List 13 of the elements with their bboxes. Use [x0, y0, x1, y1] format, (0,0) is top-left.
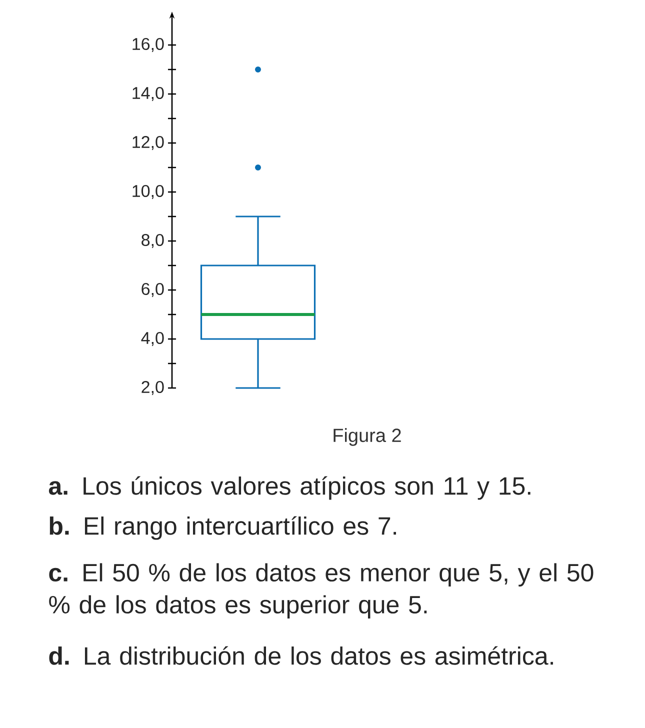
text: Figura 2 — [334, 428, 401, 446]
text: a. Los únicos valores atípicos son 11 y 15. — [48, 476, 530, 500]
y-tick-label: 6,0 — [142, 282, 164, 298]
y-tick-label: 16,0 — [132, 38, 164, 52]
y-tick-label: 8,0 — [142, 234, 164, 248]
y-tick-label: 4,0 — [141, 332, 164, 346]
text: b. El rango intercuartílico es 7. — [50, 516, 396, 540]
text: c. El 50 % de los datos es menor que 5, y el 50 % de los datos es superior que 5. — [49, 563, 594, 618]
y-tick-label: 2,0 — [142, 380, 164, 396]
y-tick-label: 12,0 — [132, 136, 164, 150]
y-tick-label: 10,0 — [132, 184, 164, 200]
text: d. La distribución de los datos es asimétrica. — [49, 646, 553, 665]
y-tick-label: 14,0 — [132, 86, 164, 102]
